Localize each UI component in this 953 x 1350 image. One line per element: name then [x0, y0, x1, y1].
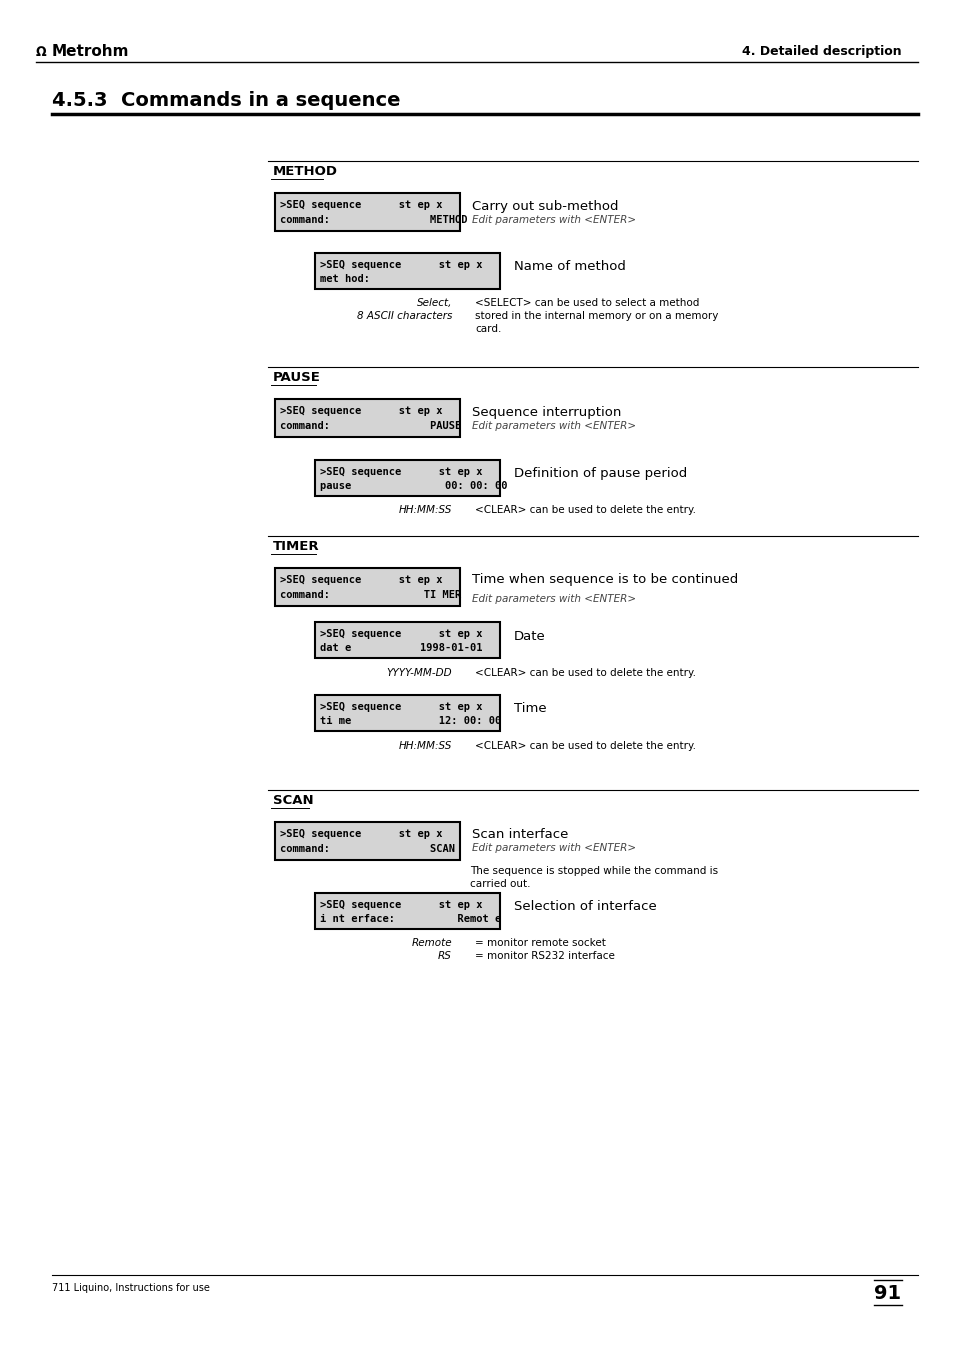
Bar — [314, 892, 499, 929]
Text: Time: Time — [514, 702, 546, 716]
Text: <CLEAR> can be used to delete the entry.: <CLEAR> can be used to delete the entry. — [475, 668, 696, 678]
Bar — [274, 568, 459, 606]
Text: >SEQ sequence      st ep x: >SEQ sequence st ep x — [280, 200, 442, 211]
Text: YYYY-MM-DD: YYYY-MM-DD — [386, 668, 452, 678]
Text: 91: 91 — [874, 1284, 901, 1303]
Bar — [314, 460, 499, 495]
Text: METHOD: METHOD — [273, 165, 337, 178]
Bar — [314, 252, 499, 289]
Text: 4. Detailed description: 4. Detailed description — [741, 46, 901, 58]
Text: >SEQ sequence      st ep x: >SEQ sequence st ep x — [319, 259, 482, 270]
Text: <SELECT> can be used to select a method: <SELECT> can be used to select a method — [475, 298, 699, 308]
Text: 4.5.3  Commands in a sequence: 4.5.3 Commands in a sequence — [52, 90, 400, 109]
Text: Select,: Select, — [416, 298, 452, 308]
Bar — [314, 622, 499, 657]
Text: Name of method: Name of method — [514, 261, 625, 273]
Text: command:                METHOD: command: METHOD — [280, 216, 467, 225]
Text: >SEQ sequence      st ep x: >SEQ sequence st ep x — [319, 702, 482, 711]
Bar — [274, 400, 459, 437]
Text: ti me              12: 00: 00: ti me 12: 00: 00 — [319, 716, 500, 726]
Text: Edit parameters with <ENTER>: Edit parameters with <ENTER> — [472, 215, 636, 225]
Text: Metrohm: Metrohm — [52, 45, 130, 59]
Text: Edit parameters with <ENTER>: Edit parameters with <ENTER> — [472, 594, 636, 603]
Text: carried out.: carried out. — [470, 879, 530, 890]
Text: HH:MM:SS: HH:MM:SS — [398, 741, 452, 751]
Text: Scan interface: Scan interface — [472, 828, 568, 841]
Text: Date: Date — [514, 630, 545, 643]
Text: command:               TI MER: command: TI MER — [280, 590, 460, 601]
Text: >SEQ sequence      st ep x: >SEQ sequence st ep x — [280, 406, 442, 416]
Text: >SEQ sequence      st ep x: >SEQ sequence st ep x — [280, 575, 442, 585]
Text: SCAN: SCAN — [273, 794, 314, 807]
Text: >SEQ sequence      st ep x: >SEQ sequence st ep x — [319, 467, 482, 477]
Text: stored in the internal memory or on a memory: stored in the internal memory or on a me… — [475, 310, 718, 321]
Text: Edit parameters with <ENTER>: Edit parameters with <ENTER> — [472, 421, 636, 431]
Text: HH:MM:SS: HH:MM:SS — [398, 505, 452, 514]
Bar — [274, 193, 459, 231]
Bar — [274, 822, 459, 860]
Text: i nt erface:          Remot e: i nt erface: Remot e — [319, 914, 500, 923]
Text: TIMER: TIMER — [273, 540, 319, 553]
Text: command:                PAUSE: command: PAUSE — [280, 421, 460, 432]
Text: PAUSE: PAUSE — [273, 371, 320, 383]
Text: <CLEAR> can be used to delete the entry.: <CLEAR> can be used to delete the entry. — [475, 741, 696, 751]
Text: Carry out sub-method: Carry out sub-method — [472, 200, 618, 213]
Text: Time when sequence is to be continued: Time when sequence is to be continued — [472, 572, 738, 586]
Text: RS: RS — [437, 950, 452, 961]
Text: Ω: Ω — [36, 46, 47, 58]
Text: 711 Liquino, Instructions for use: 711 Liquino, Instructions for use — [52, 1282, 210, 1293]
Bar — [314, 695, 499, 730]
Text: 8 ASCII characters: 8 ASCII characters — [356, 310, 452, 321]
Text: >SEQ sequence      st ep x: >SEQ sequence st ep x — [280, 829, 442, 840]
Text: met hod:: met hod: — [319, 274, 370, 284]
Text: = monitor remote socket: = monitor remote socket — [475, 938, 605, 948]
Text: card.: card. — [475, 324, 501, 333]
Text: pause               00: 00: 00: pause 00: 00: 00 — [319, 481, 507, 491]
Text: <CLEAR> can be used to delete the entry.: <CLEAR> can be used to delete the entry. — [475, 505, 696, 514]
Text: Definition of pause period: Definition of pause period — [514, 467, 686, 481]
Text: >SEQ sequence      st ep x: >SEQ sequence st ep x — [319, 629, 482, 639]
Text: dat e           1998-01-01: dat e 1998-01-01 — [319, 643, 482, 653]
Text: command:                SCAN: command: SCAN — [280, 844, 455, 855]
Text: = monitor RS232 interface: = monitor RS232 interface — [475, 950, 615, 961]
Text: Selection of interface: Selection of interface — [514, 900, 656, 913]
Text: >SEQ sequence      st ep x: >SEQ sequence st ep x — [319, 899, 482, 910]
Text: The sequence is stopped while the command is: The sequence is stopped while the comman… — [470, 865, 718, 876]
Text: Edit parameters with <ENTER>: Edit parameters with <ENTER> — [472, 842, 636, 853]
Text: Remote: Remote — [411, 938, 452, 948]
Text: Sequence interruption: Sequence interruption — [472, 406, 620, 418]
